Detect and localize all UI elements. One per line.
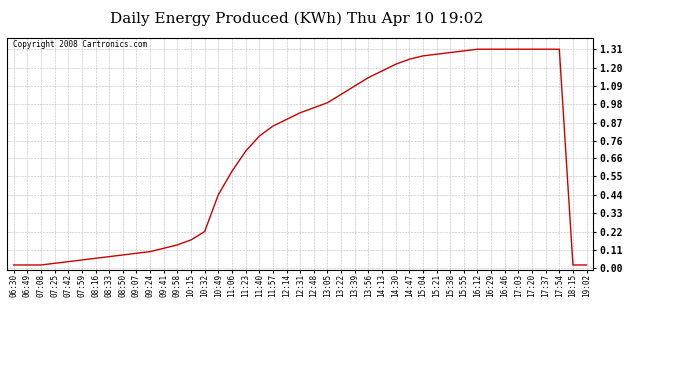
Text: Daily Energy Produced (KWh) Thu Apr 10 19:02: Daily Energy Produced (KWh) Thu Apr 10 1… [110,11,483,26]
Text: Copyright 2008 Cartronics.com: Copyright 2008 Cartronics.com [13,40,147,49]
